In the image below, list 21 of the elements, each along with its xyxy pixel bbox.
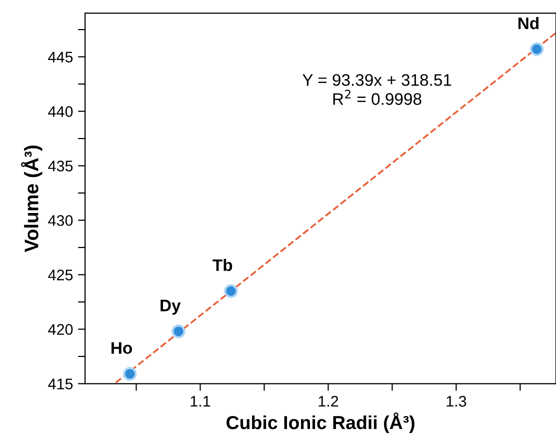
point <box>123 367 137 381</box>
annotation: Y = 93.39x + 318.51 R$^{2}$ = 0.9998 <box>302 74 452 105</box>
y-tick-label: 435 <box>48 160 73 172</box>
y-tick-label: 425 <box>48 270 73 280</box>
y-tick-label: 415 <box>48 378 73 390</box>
x-tick-label: 1.2 <box>318 396 338 407</box>
x-tick-label: 1.3 <box>446 396 466 407</box>
y-tick-label: 430 <box>48 215 73 226</box>
annotation: Dy <box>160 300 181 315</box>
point <box>530 42 544 56</box>
x-axis-title: Cubic Ionic Radii (Å³) <box>226 412 414 433</box>
y-tick-label: 420 <box>48 324 73 335</box>
annotation: Nd <box>518 16 538 30</box>
y-axis-title: Volume (Å³) <box>21 146 42 252</box>
point <box>172 324 186 338</box>
point <box>224 284 238 298</box>
annotation: Ho <box>112 342 132 354</box>
x-tick-label: 1.1 <box>190 396 210 407</box>
y-tick-label: 440 <box>48 106 73 117</box>
y-tick-label: 445 <box>48 52 73 62</box>
annotation: Tb <box>212 258 232 272</box>
